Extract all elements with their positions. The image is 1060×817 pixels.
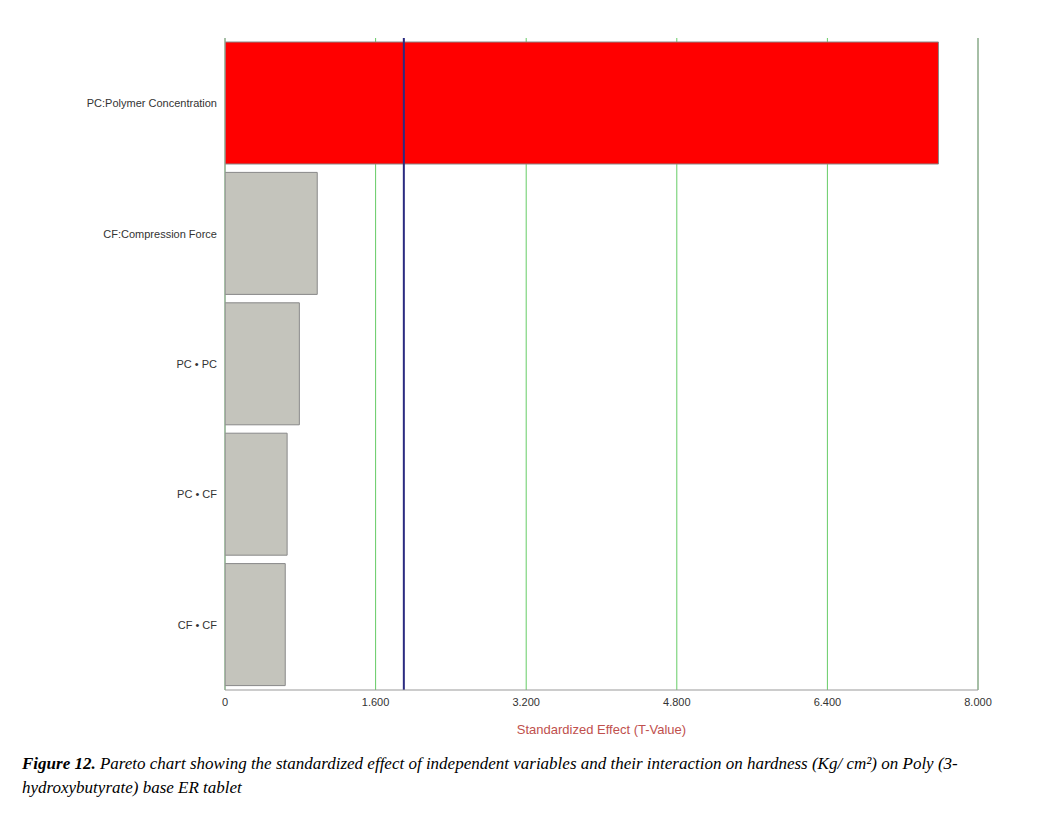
svg-text:PC • PC: PC • PC	[176, 358, 217, 370]
svg-text:Standardized Effect (T-Value): Standardized Effect (T-Value)	[517, 722, 686, 737]
svg-text:0: 0	[222, 696, 228, 708]
svg-text:CF:Compression Force: CF:Compression Force	[103, 228, 217, 240]
svg-text:PC:Polymer Concentration: PC:Polymer Concentration	[87, 97, 217, 109]
svg-text:1.600: 1.600	[362, 696, 390, 708]
svg-text:6.400: 6.400	[814, 696, 842, 708]
svg-text:3.200: 3.200	[512, 696, 540, 708]
html-text:Figure 12. Pareto chart showin: Figure 12. Pareto chart showing the stan…	[22, 754, 958, 797]
svg-text:4.800: 4.800	[663, 696, 691, 708]
svg-text:8.000: 8.000	[964, 696, 992, 708]
svg-text:PC • CF: PC • CF	[177, 488, 217, 500]
svg-text:CF • CF: CF • CF	[178, 619, 218, 631]
